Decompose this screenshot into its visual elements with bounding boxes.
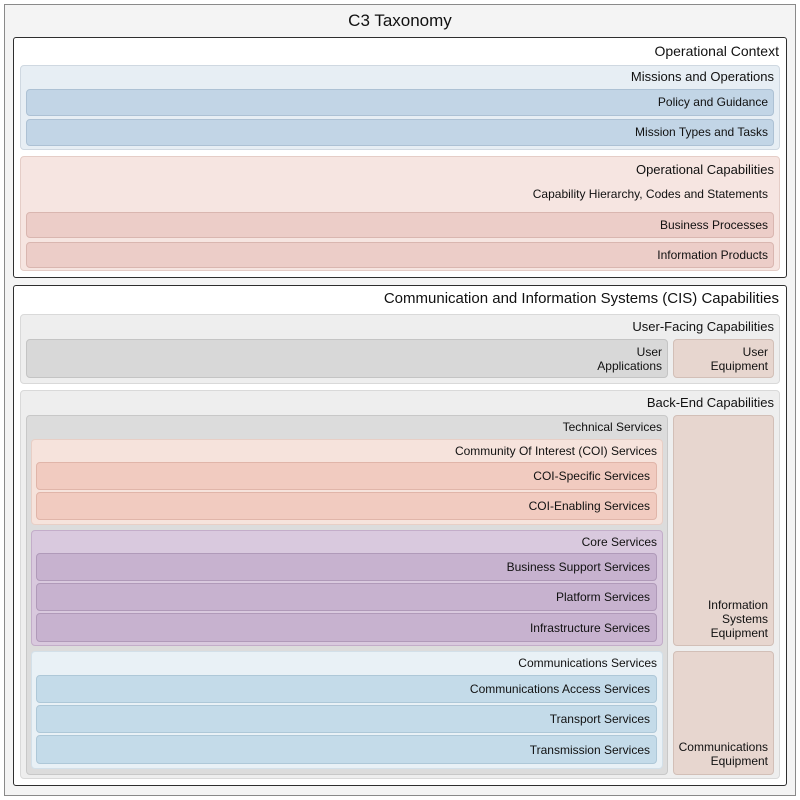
coi-services-label: Community Of Interest (COI) Services	[454, 444, 657, 458]
communications-equipment-box	[673, 651, 774, 775]
business-processes-box	[26, 212, 774, 238]
communications-equipment-label: Communications Equipment	[678, 740, 768, 768]
core-services-label: Core Services	[581, 535, 657, 549]
technical-services-label: Technical Services	[562, 420, 662, 434]
infrastructure-services-label: Infrastructure Services	[529, 621, 650, 635]
capability-hierarchy-label: Capability Hierarchy, Codes and Statemen…	[532, 187, 768, 201]
information-systems-equipment-box	[673, 415, 774, 646]
coi-specific-services-box	[36, 462, 657, 490]
platform-services-box	[36, 583, 657, 611]
platform-services-label: Platform Services	[555, 590, 650, 604]
operational-context-label: Operational Context	[654, 43, 779, 59]
transport-services-box	[36, 705, 657, 733]
user-equipment-box	[673, 339, 774, 378]
communications-access-services-box	[36, 675, 657, 703]
mission-types-and-tasks-label: Mission Types and Tasks	[635, 125, 768, 139]
back-end-capabilities-label: Back-End Capabilities	[646, 395, 774, 410]
user-applications-box	[26, 339, 668, 378]
coi-enabling-services-box	[36, 492, 657, 520]
business-support-services-label: Business Support Services	[506, 560, 650, 574]
information-systems-equipment-label: Information Systems Equipment	[707, 598, 768, 640]
communications-services-label: Communications Services	[518, 656, 657, 670]
information-products-box	[26, 242, 774, 268]
policy-and-guidance-label: Policy and Guidance	[657, 95, 768, 109]
user-facing-capabilities-label: User-Facing Capabilities	[632, 319, 774, 334]
cis-capabilities-label: Communication and Information Systems (C…	[383, 290, 779, 307]
diagram-title: C3 Taxonomy	[348, 11, 452, 30]
information-products-label: Information Products	[657, 248, 768, 262]
transmission-services-box	[36, 735, 657, 764]
coi-enabling-services-label: COI-Enabling Services	[528, 499, 650, 513]
business-processes-label: Business Processes	[659, 218, 768, 232]
transmission-services-label: Transmission Services	[529, 743, 650, 757]
infrastructure-services-box	[36, 613, 657, 642]
user-equipment-label: User Equipment	[710, 345, 768, 373]
policy-and-guidance-box	[26, 89, 774, 116]
transport-services-label: Transport Services	[549, 712, 650, 726]
coi-specific-services-label: COI-Specific Services	[533, 469, 650, 483]
operational-capabilities-label: Operational Capabilities	[635, 162, 774, 177]
business-support-services-box	[36, 553, 657, 581]
communications-access-services-label: Communications Access Services	[469, 682, 650, 696]
missions-and-operations-label: Missions and Operations	[630, 69, 774, 84]
mission-types-and-tasks-box	[26, 119, 774, 146]
user-applications-label: User Applications	[597, 345, 662, 373]
